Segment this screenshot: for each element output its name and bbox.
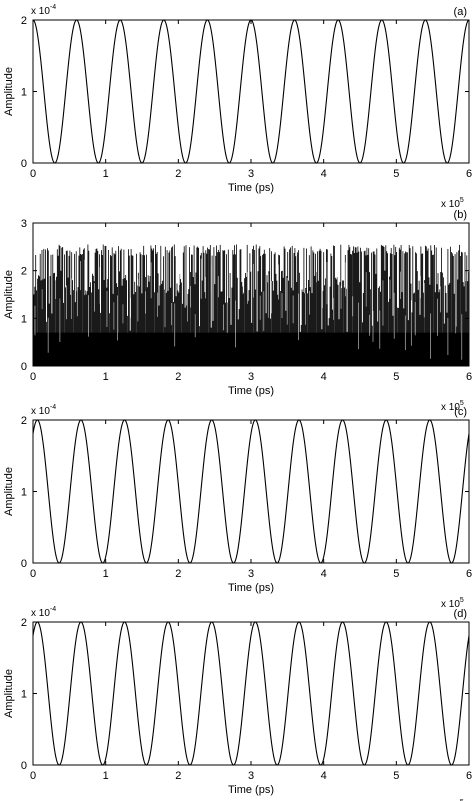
x-multiplier: x 105 (441, 197, 464, 210)
panel-label: (d) (454, 608, 467, 620)
x-tick-label: 5 (393, 770, 399, 782)
x-tick-label: 2 (175, 770, 181, 782)
y-axis-label: Amplitude (3, 270, 15, 319)
series-line (32, 621, 470, 766)
x-axis-label: Time (ps) (228, 385, 274, 397)
series-line (32, 419, 470, 564)
x-multiplier-exponent: 5 (460, 597, 464, 604)
y-multiplier-base: x 10 (31, 406, 50, 417)
x-tick-label: 4 (321, 371, 327, 383)
y-tick-label: 3 (21, 218, 27, 230)
y-axis-label: Amplitude (3, 467, 15, 516)
y-multiplier-base: x 10 (31, 608, 50, 619)
x-axis-label: Time (ps) (228, 582, 274, 594)
y-multiplier: x 10-4 (31, 404, 56, 417)
y-tick-label: 2 (21, 15, 27, 27)
series-line (32, 19, 470, 164)
x-tick-label: 6 (466, 568, 472, 580)
y-tick-label: 2 (21, 617, 27, 629)
x-multiplier-base: x 10 (441, 599, 460, 610)
x-tick-label: 1 (103, 770, 109, 782)
x-multiplier-exponent: 5 (460, 197, 464, 204)
y-tick-label: 0 (21, 558, 27, 570)
y-multiplier-base: x 10 (31, 6, 50, 17)
x-tick-label: 5 (393, 568, 399, 580)
x-multiplier-exponent: 5 (460, 400, 464, 407)
x-tick-label: 3 (248, 371, 254, 383)
y-tick-label: 1 (21, 689, 27, 701)
x-multiplier-base: x 10 (441, 402, 460, 413)
x-tick-label: 6 (466, 168, 472, 180)
y-tick-label: 2 (21, 415, 27, 427)
x-tick-label: 1 (103, 371, 109, 383)
series-spikes (32, 244, 469, 366)
x-tick-label: 4 (321, 770, 327, 782)
x-tick-label: 4 (321, 168, 327, 180)
x-tick-label: 0 (30, 168, 36, 180)
panel-label: (a) (454, 6, 467, 18)
x-tick-label: 2 (175, 371, 181, 383)
x-multiplier: x 105 (441, 597, 464, 610)
y-multiplier: x 10-4 (31, 4, 56, 17)
x-multiplier-exponent: 5 (460, 799, 464, 801)
x-axis-label: Time (ps) (228, 784, 274, 796)
y-tick-label: 1 (21, 313, 27, 325)
x-multiplier: x 105 (441, 799, 464, 801)
y-tick-label: 2 (21, 266, 27, 278)
axes-box (32, 19, 470, 164)
x-tick-label: 3 (248, 568, 254, 580)
x-tick-label: 6 (466, 770, 472, 782)
series-gaps (34, 258, 467, 360)
y-multiplier-exponent: -4 (50, 606, 56, 613)
x-tick-label: 0 (30, 770, 36, 782)
x-tick-label: 0 (30, 371, 36, 383)
x-tick-label: 2 (175, 168, 181, 180)
panel-label: (b) (454, 209, 467, 221)
x-tick-label: 4 (321, 568, 327, 580)
x-tick-label: 3 (248, 770, 254, 782)
x-tick-label: 1 (103, 168, 109, 180)
x-tick-label: 1 (103, 568, 109, 580)
y-tick-label: 0 (21, 361, 27, 373)
x-tick-label: 5 (393, 168, 399, 180)
y-tick-label: 0 (21, 158, 27, 170)
x-tick-label: 6 (466, 371, 472, 383)
x-tick-label: 2 (175, 568, 181, 580)
axes-box (32, 621, 470, 766)
x-multiplier: x 105 (441, 400, 464, 413)
x-tick-label: 5 (393, 371, 399, 383)
y-multiplier-exponent: -4 (50, 404, 56, 411)
y-axis-label: Amplitude (3, 669, 15, 718)
y-multiplier-exponent: -4 (50, 4, 56, 11)
y-axis-label: Amplitude (3, 67, 15, 116)
y-multiplier: x 10-4 (31, 606, 56, 619)
x-multiplier-base: x 10 (441, 199, 460, 210)
panel-label: (c) (454, 406, 467, 418)
axes-box (32, 419, 470, 564)
y-tick-label: 0 (21, 760, 27, 772)
x-tick-label: 0 (30, 568, 36, 580)
x-tick-label: 3 (248, 168, 254, 180)
y-tick-label: 1 (21, 487, 27, 499)
y-tick-label: 1 (21, 87, 27, 99)
x-axis-label: Time (ps) (228, 182, 274, 194)
